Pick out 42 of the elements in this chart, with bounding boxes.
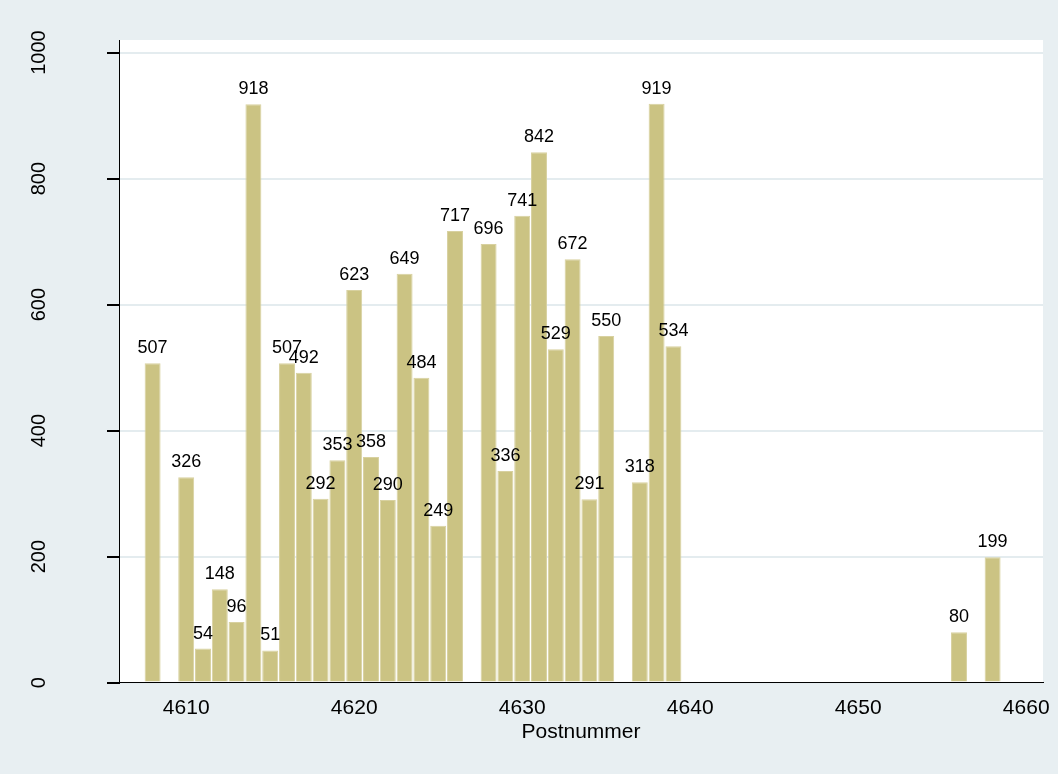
x-tick-label: 4630 (498, 695, 546, 718)
x-tick-label: 4610 (162, 695, 210, 718)
data-label: 80 (948, 606, 970, 627)
y-tick-label: 200 (26, 539, 49, 574)
data-label: 199 (977, 531, 1008, 552)
x-tick-label: 4640 (666, 695, 714, 718)
data-label: 148 (204, 563, 235, 584)
data-label: 358 (355, 431, 387, 452)
data-label: 842 (523, 126, 555, 147)
x-tick-label: 4650 (834, 695, 882, 718)
data-label: 649 (389, 247, 420, 268)
data-label: 292 (305, 472, 336, 493)
data-label: 336 (490, 444, 521, 465)
data-label: 696 (473, 218, 504, 239)
data-label: 353 (322, 434, 353, 455)
y-tick-label: 400 (26, 413, 49, 448)
data-label: 717 (439, 204, 471, 225)
data-label: 291 (574, 473, 605, 494)
data-label: 51 (260, 624, 281, 645)
data-label: 484 (406, 351, 437, 372)
data-label: 326 (171, 451, 202, 472)
data-label: 534 (658, 320, 689, 341)
y-tick-label: 800 (26, 161, 49, 196)
data-label: 919 (641, 77, 672, 98)
data-label: 318 (624, 456, 655, 477)
x-tick-label: 4660 (1002, 695, 1050, 718)
data-label: 918 (238, 78, 269, 99)
x-axis-title: Postnummer (521, 719, 641, 743)
y-tick-label: 1000 (26, 30, 49, 75)
data-label: 96 (226, 596, 247, 617)
data-label: 54 (192, 622, 214, 643)
data-label: 550 (591, 310, 622, 331)
x-tick-label: 4620 (330, 695, 378, 718)
data-label: 672 (557, 233, 588, 254)
data-label: 623 (339, 264, 370, 285)
data-label: 249 (423, 499, 454, 520)
data-label: 507 (137, 337, 168, 358)
y-tick-label: 600 (26, 287, 49, 322)
data-label: 741 (507, 189, 538, 210)
data-label: 529 (540, 323, 571, 344)
y-tick-label: 0 (26, 677, 49, 689)
data-label: 290 (372, 473, 403, 494)
